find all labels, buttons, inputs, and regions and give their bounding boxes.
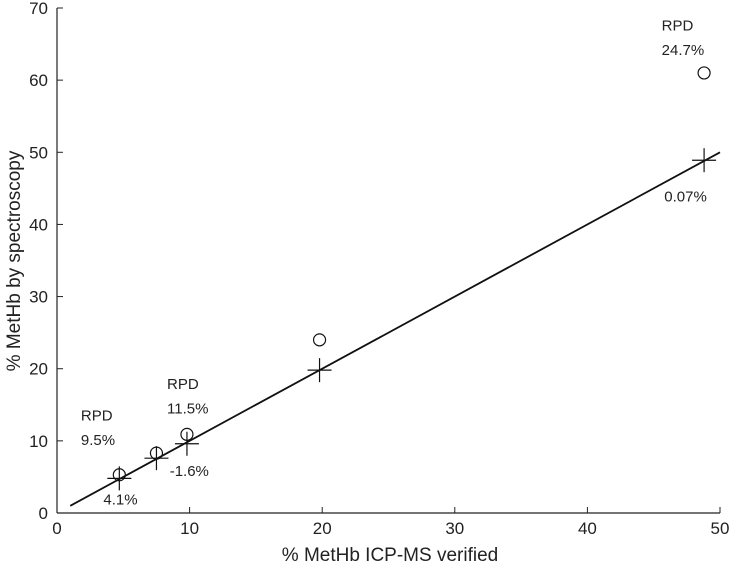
y-tick-label: 60: [29, 71, 48, 90]
annotation-label: 24.7%: [662, 42, 705, 59]
y-tick-label: 10: [29, 432, 48, 451]
annotation-label: 9.5%: [81, 432, 115, 449]
x-tick-label: 10: [180, 519, 199, 538]
x-tick-label: 40: [578, 519, 597, 538]
fit-line-group: [69, 151, 721, 507]
fit-line: [69, 151, 721, 507]
y-tick-label: 30: [29, 288, 48, 307]
annotation-label: 4.1%: [103, 491, 137, 508]
x-tick-label: 0: [52, 519, 61, 538]
y-tick-label: 0: [39, 504, 48, 523]
annotation-label: RPD: [167, 376, 199, 393]
x-axis-title: % MetHb ICP-MS verified: [282, 545, 498, 566]
plus-point: [174, 431, 199, 456]
circle-point: [312, 333, 327, 347]
plus-point: [144, 446, 169, 471]
annotations: RPD 9.5% 4.1% RPD 11.5% -1.6% RPD 24.7% 0.07%: [81, 17, 707, 508]
y-tick-label: 40: [29, 215, 48, 234]
y-tick-label: 70: [29, 0, 48, 18]
data-points: [107, 66, 717, 491]
x-tick-label: 30: [445, 519, 464, 538]
plus-point: [307, 358, 332, 383]
y-axis-title: % MetHb by spectroscopy: [4, 150, 25, 371]
plus-point: [107, 466, 132, 491]
annotation-label: -1.6%: [170, 463, 209, 480]
x-tick-label: 20: [313, 519, 332, 538]
circle-point: [697, 66, 711, 80]
annotation-label: RPD: [662, 17, 694, 34]
x-tick-label: 50: [711, 519, 730, 538]
axes: 0 10 20 30 40 50 0 10 20 30 40 50 60 70: [29, 0, 729, 538]
annotation-label: 0.07%: [664, 188, 707, 205]
annotation-label: RPD: [81, 408, 113, 425]
y-tick-label: 20: [29, 360, 48, 379]
y-tick-label: 50: [29, 143, 48, 162]
annotation-label: 11.5%: [167, 400, 208, 417]
plus-point: [692, 148, 717, 173]
